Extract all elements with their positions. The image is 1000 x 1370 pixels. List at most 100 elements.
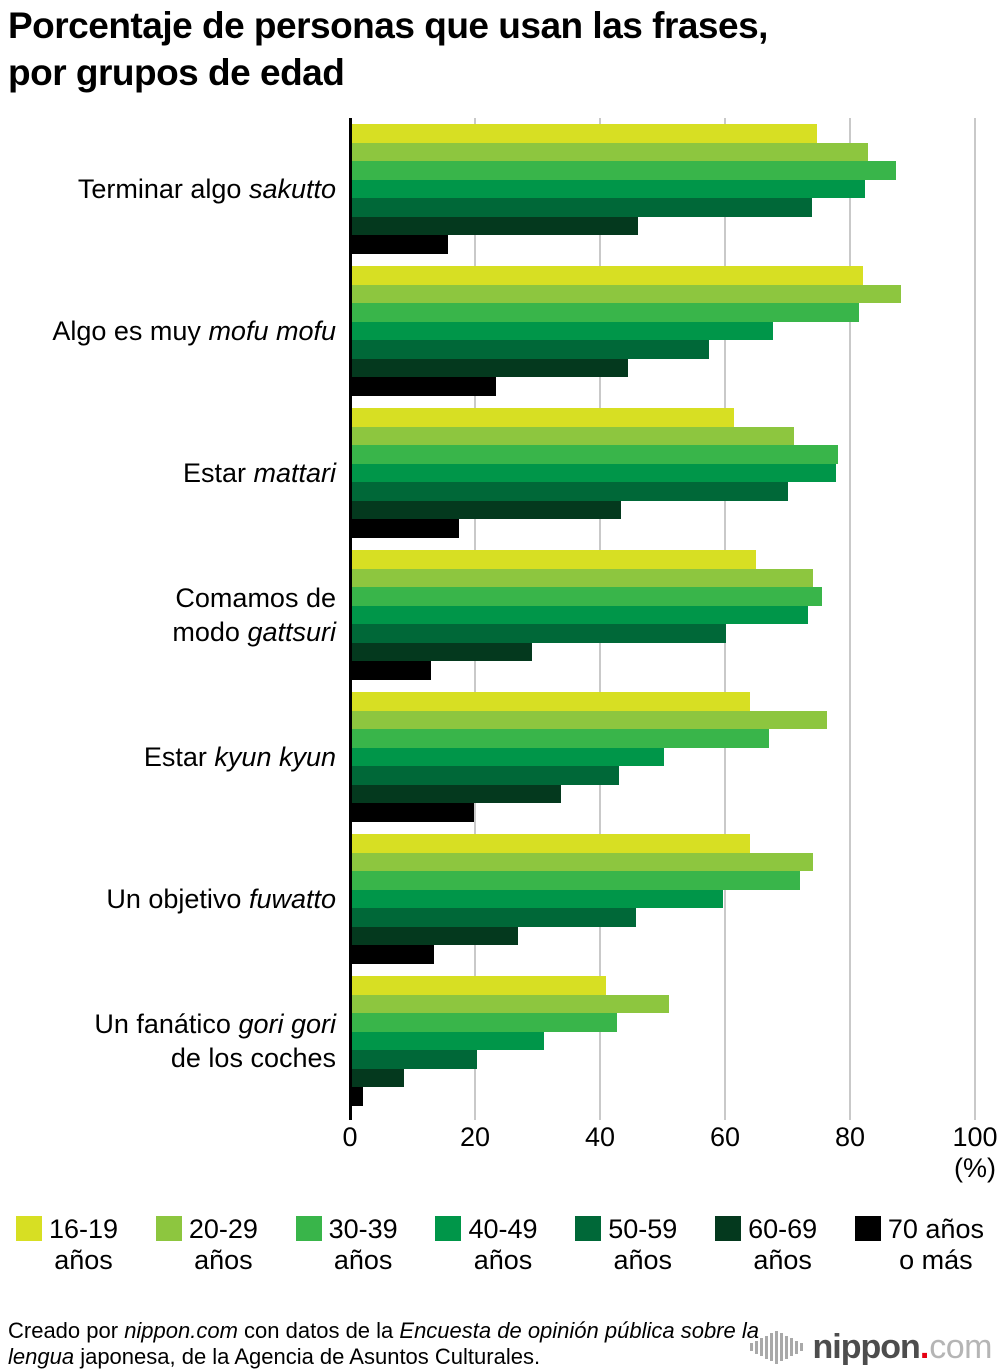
category-label: Comamos de modo gattsuri bbox=[0, 544, 336, 686]
bar bbox=[350, 482, 788, 501]
category-labels: Terminar algo sakutto Algo es muy mofu mo… bbox=[0, 118, 336, 1112]
soundwave-bar bbox=[749, 1343, 753, 1351]
legend-label: 50-59 años bbox=[608, 1214, 677, 1276]
y-axis-line bbox=[349, 118, 352, 1120]
plot-area bbox=[350, 118, 976, 1120]
x-tick-label-80: 80 bbox=[834, 1122, 866, 1152]
bar-group bbox=[350, 402, 975, 544]
legend-swatch bbox=[854, 1216, 881, 1241]
category-label: Estar kyun kyun bbox=[0, 686, 336, 828]
category-label-line: Un objetivo fuwatto bbox=[106, 882, 336, 916]
legend-swatch bbox=[295, 1216, 322, 1241]
bar-group bbox=[350, 118, 975, 260]
legend-label-line2: o más bbox=[899, 1245, 973, 1275]
bar bbox=[350, 605, 808, 625]
legend-label: 40-49 años bbox=[468, 1214, 537, 1276]
bar bbox=[350, 303, 860, 322]
legend-label-line2: años bbox=[473, 1245, 533, 1275]
bar bbox=[350, 519, 459, 538]
text-segment: de los coches bbox=[170, 1043, 336, 1073]
bar bbox=[350, 500, 622, 520]
text-segment: modo bbox=[172, 617, 248, 647]
footer: Creado por nippon.com con datos de la En… bbox=[8, 1318, 992, 1370]
x-axis: (%) 0 20 40 60 80 100 bbox=[342, 1122, 997, 1192]
gridline-100 bbox=[974, 118, 976, 1120]
legend-label: 16-19 años bbox=[49, 1214, 118, 1276]
text-segment: Creado por bbox=[8, 1318, 125, 1343]
bar bbox=[350, 445, 838, 464]
category-label-line: de los coches bbox=[171, 1041, 336, 1075]
legend-label-line2: años bbox=[613, 1245, 673, 1275]
soundwave-bar bbox=[789, 1338, 793, 1356]
italic-text-segment: gori gori bbox=[238, 1008, 336, 1039]
gridline-80 bbox=[849, 118, 851, 1120]
credit-text: Creado por nippon.com con datos de la En… bbox=[8, 1318, 776, 1370]
category-label-line: Un fanático gori gori bbox=[94, 1007, 336, 1041]
category-label: Terminar algo sakutto bbox=[0, 118, 336, 260]
soundwave-bar bbox=[769, 1333, 773, 1361]
legend-label-line1: 16-19 bbox=[49, 1214, 119, 1244]
legend-item: 50-59 años bbox=[575, 1214, 677, 1276]
bar-group bbox=[350, 260, 975, 402]
legend-label-line2: años bbox=[753, 1245, 812, 1275]
category-label: Algo es muy mofu mofu bbox=[0, 260, 336, 402]
legend-item: 40-49 años bbox=[435, 1214, 538, 1276]
category-label-line: Estar kyun kyun bbox=[144, 740, 336, 774]
bar bbox=[350, 161, 896, 180]
bar bbox=[350, 945, 435, 964]
bar bbox=[350, 1068, 405, 1088]
legend-item: 60-69 años bbox=[715, 1214, 817, 1276]
legend-label-line2: años bbox=[333, 1245, 393, 1275]
category-label-line: Estar mattari bbox=[183, 456, 336, 490]
legend-item: 20-29 años bbox=[155, 1214, 258, 1276]
x-axis-unit-label: (%) bbox=[954, 1153, 996, 1183]
bar bbox=[350, 340, 710, 359]
bar bbox=[350, 284, 902, 304]
italic-text-segment: sakutto bbox=[248, 173, 336, 204]
bar-group bbox=[350, 686, 975, 828]
bar-group bbox=[350, 544, 975, 686]
italic-text-segment: Encuesta de opinión pública sobre la len… bbox=[8, 1318, 759, 1369]
category-label-line: Terminar algo sakutto bbox=[78, 172, 336, 206]
soundwave-bar bbox=[784, 1335, 788, 1359]
legend-swatch bbox=[435, 1216, 462, 1241]
italic-text-segment: kyun kyun bbox=[214, 741, 336, 772]
text-segment: Terminar algo bbox=[77, 173, 249, 204]
italic-text-segment: fuwatto bbox=[248, 883, 336, 914]
bar bbox=[350, 624, 727, 643]
legend-item: 16-19 años bbox=[16, 1214, 118, 1276]
x-tick-label-100: 100 bbox=[952, 1122, 998, 1152]
text-segment: Un fanático bbox=[94, 1008, 239, 1039]
text-segment: Comamos de bbox=[175, 582, 336, 613]
x-tick-label-0: 0 bbox=[342, 1122, 358, 1152]
bar bbox=[350, 235, 449, 254]
bar bbox=[350, 321, 773, 341]
legend-label-line1: 40-49 bbox=[468, 1214, 538, 1244]
bar-group bbox=[350, 970, 975, 1112]
legend-label-line2: años bbox=[54, 1245, 113, 1275]
bar bbox=[350, 747, 665, 767]
bar bbox=[350, 1087, 364, 1106]
bar bbox=[350, 463, 836, 483]
legend-label-line1: 20-29 bbox=[188, 1214, 258, 1244]
text-segment: Estar bbox=[182, 457, 254, 488]
legend-item: 30-39 años bbox=[295, 1214, 398, 1276]
italic-text-segment: mattari bbox=[253, 457, 336, 488]
soundwave-icon bbox=[749, 1330, 805, 1364]
text-segment: Estar bbox=[143, 741, 215, 772]
x-tick-label-20: 20 bbox=[459, 1122, 491, 1152]
legend-label-line2: años bbox=[194, 1245, 253, 1275]
bar-groups bbox=[350, 118, 975, 1112]
text-segment: con datos de la bbox=[237, 1318, 400, 1343]
bar bbox=[350, 926, 518, 946]
legend-swatch bbox=[715, 1216, 742, 1241]
italic-text-segment: nippon.com bbox=[124, 1318, 238, 1343]
legend-label: 30-39 años bbox=[329, 1214, 398, 1276]
bar bbox=[350, 142, 868, 162]
bar bbox=[350, 729, 769, 748]
legend-swatch bbox=[575, 1216, 602, 1241]
bar bbox=[350, 377, 497, 396]
bar bbox=[350, 852, 813, 872]
bar bbox=[350, 179, 865, 199]
